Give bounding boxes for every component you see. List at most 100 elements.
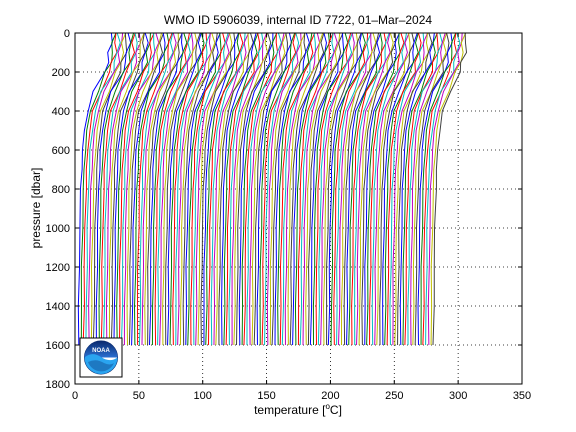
y-axis-label: pressure [dbar] [29,168,43,249]
y-tick-label: 400 [52,106,70,118]
noaa-logo: NOAA [79,337,123,378]
y-tick-label: 1200 [46,262,70,274]
profile-line [376,33,411,346]
x-tick-label: 200 [321,390,339,402]
profile-line [297,33,334,346]
profile-line [299,33,335,346]
x-axis-label: temperature [oC] [254,402,342,417]
profile-line [138,33,174,346]
profile-line [302,33,338,346]
profile-line [144,33,179,346]
y-tick-label: 800 [52,184,70,196]
profile-line [159,33,194,346]
profile-line [215,33,250,346]
profile-line [346,33,382,346]
profile-line [369,33,405,346]
y-tick-label: 1400 [46,301,70,313]
profile-line [336,33,372,346]
profile-line [108,33,145,346]
profile-line [374,33,410,346]
profile-line [402,33,438,346]
profile-line [386,33,422,346]
profile-lines [77,33,468,346]
profile-line [389,33,425,346]
profile-line [154,33,190,346]
profile-line [218,33,254,346]
profile-line [261,33,297,346]
profile-line [397,33,433,346]
profile-line [195,33,231,346]
profile-line [420,33,457,346]
profile-line [228,33,264,346]
profile-line [128,33,165,346]
profile-line [348,33,383,346]
profile-line [379,33,415,346]
profile-line [382,33,418,346]
profile-line [269,33,306,346]
profile-line [205,33,241,346]
profile-line [90,33,127,346]
profile-line [259,33,296,346]
profile-line [279,33,316,346]
profile-line [98,33,135,346]
profile-line [82,33,118,346]
profile-line [200,33,236,346]
profile-line [179,33,216,346]
profile-line [92,33,128,346]
profile-line [193,33,229,346]
grid [75,33,522,384]
profile-line [225,33,261,346]
profile-line [223,33,259,346]
profile-line [337,33,373,346]
profile-line [185,33,221,346]
y-tick-label: 600 [52,145,70,157]
profile-line [394,33,429,346]
profile-line [141,33,177,346]
x-tick-label: 150 [257,390,275,402]
y-tick-label: 1800 [46,379,70,391]
y-tick-label: 1600 [46,340,70,352]
profile-line [422,33,458,346]
profile-line [312,33,349,346]
profile-line [330,33,366,346]
profile-line [315,33,352,346]
profile-line [134,33,170,346]
profile-line [233,33,269,346]
profile-line [175,33,211,346]
profile-line [151,33,188,346]
profile-line [287,33,324,346]
profile-line [271,33,307,346]
profile-line [326,33,362,346]
y-tick-label: 200 [52,67,70,79]
svg-text:NOAA: NOAA [92,348,110,354]
profile-line [309,33,345,346]
profile-line [210,33,246,346]
profile-line [361,33,397,346]
profile-line [118,33,155,346]
profile-line [167,33,202,346]
profile-line [182,33,218,346]
profile-line [162,33,198,346]
chart-title: WMO ID 5906039, internal ID 7722, 01–Mar… [164,13,432,27]
profile-line [246,33,282,346]
profile-line [88,33,124,346]
profile-line [236,33,272,346]
profile-line [157,33,193,346]
profile-line [120,33,156,346]
axis-ticks: 0 50 100 150 200 250 300 350 0 200 400 600 800 1000 12… [46,28,532,402]
profile-line [281,33,317,346]
profile-line [432,33,468,346]
profile-line [187,33,222,346]
x-tick-label: 300 [449,390,467,402]
profile-line [95,33,132,346]
profile-line [266,33,302,346]
profile-line [103,33,138,346]
profile-line [148,33,184,346]
profile-line [358,33,394,346]
profile-line [412,33,448,346]
profile-line [203,33,240,346]
profile-line [85,33,121,346]
profile-line [430,33,467,346]
